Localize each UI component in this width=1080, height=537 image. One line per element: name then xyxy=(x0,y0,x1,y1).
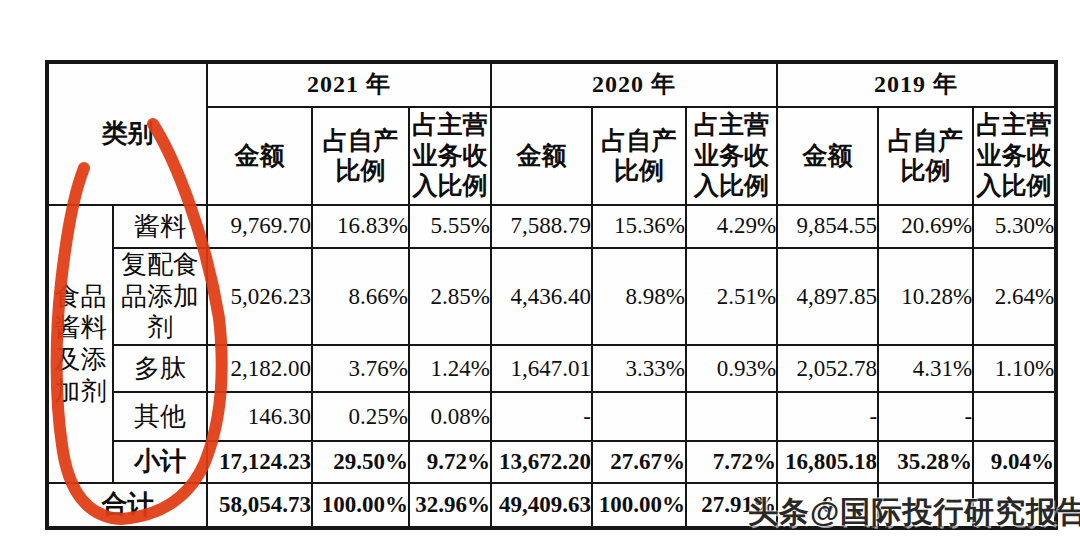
data-cell: 13,672.20 xyxy=(491,441,592,483)
category-group-label: 食品 酱料 及添 加剂 xyxy=(47,205,113,483)
data-cell: 1.24% xyxy=(409,345,491,392)
data-cell: - xyxy=(491,392,592,441)
data-cell: 27.67% xyxy=(592,441,686,483)
year-header-2020: 2020 年 xyxy=(491,62,777,107)
data-cell: 0.25% xyxy=(312,392,409,441)
subtotal-row: 小计 17,124.23 29.50% 9.72% 13,672.20 27.6… xyxy=(47,441,1056,483)
subheader-self-produced-ratio-2021: 占自产 比例 xyxy=(312,107,409,205)
data-cell: 8.98% xyxy=(592,248,686,345)
row-label-polypeptide: 多肽 xyxy=(113,345,207,392)
subheader-amount-2021: 金额 xyxy=(207,107,312,205)
data-cell: 49,409.63 xyxy=(491,483,592,528)
data-cell: 32.96% xyxy=(409,483,491,528)
data-cell: 9,854.55 xyxy=(777,205,878,248)
row-label-total: 合计 xyxy=(47,483,207,528)
data-cell: 20.69% xyxy=(878,205,973,248)
table-row: 多肽 2,182.00 3.76% 1.24% 1,647.01 3.33% 0… xyxy=(47,345,1056,392)
data-cell: 0.93% xyxy=(686,345,777,392)
data-cell: - xyxy=(878,392,973,441)
data-cell xyxy=(686,392,777,441)
data-cell: 7,588.79 xyxy=(491,205,592,248)
data-cell: 4.29% xyxy=(686,205,777,248)
table-row: 复配食 品添加 剂 5,026.23 8.66% 2.85% 4,436.40 … xyxy=(47,248,1056,345)
watermark: 头条@国际投行研究报告 xyxy=(748,492,1080,533)
row-label-other: 其他 xyxy=(113,392,207,441)
subheader-main-revenue-ratio-2019: 占主营 业务收 入比例 xyxy=(973,107,1056,205)
data-cell: 9.72% xyxy=(409,441,491,483)
data-cell: 2.64% xyxy=(973,248,1056,345)
data-cell: 58,054.73 xyxy=(207,483,312,528)
subheader-amount-2019: 金额 xyxy=(777,107,878,205)
data-cell: 2,052.78 xyxy=(777,345,878,392)
data-cell: 5,026.23 xyxy=(207,248,312,345)
data-cell: 146.30 xyxy=(207,392,312,441)
data-cell: 5.30% xyxy=(973,205,1056,248)
year-header-2021: 2021 年 xyxy=(207,62,491,107)
year-header-2019: 2019 年 xyxy=(777,62,1056,107)
data-cell: 4.31% xyxy=(878,345,973,392)
data-cell: 0.08% xyxy=(409,392,491,441)
data-cell: 17,124.23 xyxy=(207,441,312,483)
row-label-subtotal: 小计 xyxy=(113,441,207,483)
data-cell: 15.36% xyxy=(592,205,686,248)
table-row: 其他 146.30 0.25% 0.08% - - - xyxy=(47,392,1056,441)
revenue-breakdown-table: 类别 2021 年 2020 年 2019 年 金额 占自产 比例 占主营 业务… xyxy=(45,60,1058,530)
data-cell: 100.00% xyxy=(592,483,686,528)
data-cell: 3.33% xyxy=(592,345,686,392)
data-cell: 4,436.40 xyxy=(491,248,592,345)
row-label-compound-additives: 复配食 品添加 剂 xyxy=(113,248,207,345)
document-page: 类别 2021 年 2020 年 2019 年 金额 占自产 比例 占主营 业务… xyxy=(0,0,1080,537)
data-cell: 5.55% xyxy=(409,205,491,248)
data-cell: 9.04% xyxy=(973,441,1056,483)
data-cell: 8.66% xyxy=(312,248,409,345)
subheader-self-produced-ratio-2019: 占自产 比例 xyxy=(878,107,973,205)
data-cell: 9,769.70 xyxy=(207,205,312,248)
data-cell: 7.72% xyxy=(686,441,777,483)
subheader-self-produced-ratio-2020: 占自产 比例 xyxy=(592,107,686,205)
data-cell: 100.00% xyxy=(312,483,409,528)
data-cell: 1.10% xyxy=(973,345,1056,392)
data-cell: 16,805.18 xyxy=(777,441,878,483)
data-cell: 2.85% xyxy=(409,248,491,345)
data-cell: 29.50% xyxy=(312,441,409,483)
data-cell: 2,182.00 xyxy=(207,345,312,392)
data-cell: - xyxy=(777,392,878,441)
data-cell: 1,647.01 xyxy=(491,345,592,392)
data-cell xyxy=(973,392,1056,441)
data-cell: 10.28% xyxy=(878,248,973,345)
data-cell: 2.51% xyxy=(686,248,777,345)
data-cell xyxy=(592,392,686,441)
data-cell: 35.28% xyxy=(878,441,973,483)
data-cell: 16.83% xyxy=(312,205,409,248)
table-row: 食品 酱料 及添 加剂 酱料 9,769.70 16.83% 5.55% 7,5… xyxy=(47,205,1056,248)
data-cell: 3.76% xyxy=(312,345,409,392)
subheader-amount-2020: 金额 xyxy=(491,107,592,205)
subheader-main-revenue-ratio-2020: 占主营 业务收 入比例 xyxy=(686,107,777,205)
subheader-main-revenue-ratio-2021: 占主营 业务收 入比例 xyxy=(409,107,491,205)
corner-header-category: 类别 xyxy=(47,62,207,205)
row-label-sauce: 酱料 xyxy=(113,205,207,248)
data-cell: 4,897.85 xyxy=(777,248,878,345)
